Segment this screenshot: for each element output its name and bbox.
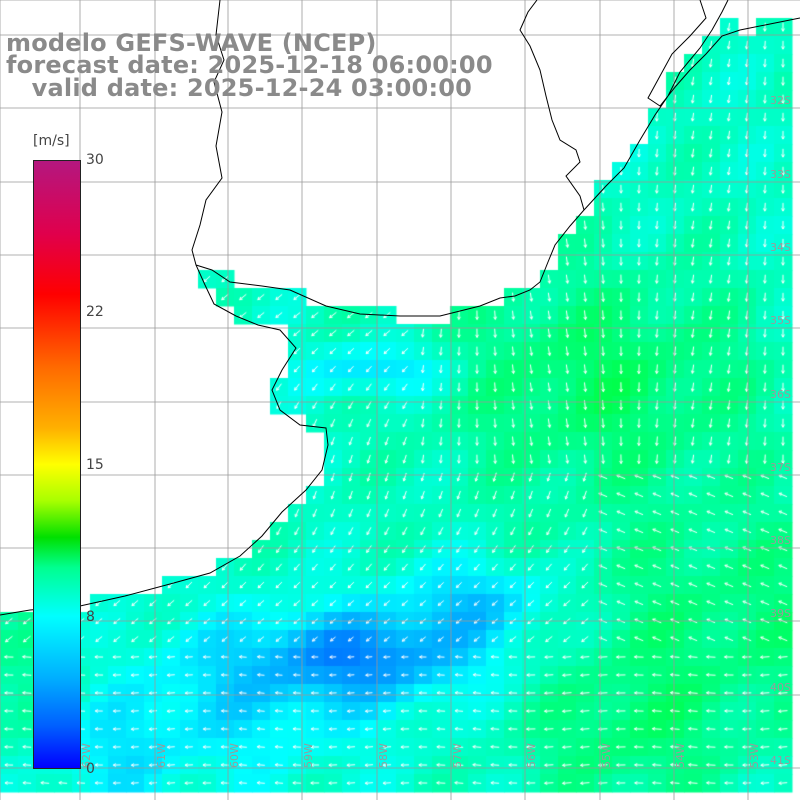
longitude-labels: 62W 61W 60W 59W 58W 57W 56W 55W 54W 53W [80,743,761,768]
latitude-label: 38S [770,534,791,547]
latitude-label: 34S [770,241,791,254]
longitude-label: 58W [377,743,390,768]
latitude-label: 41S [770,754,791,767]
forecast-date: forecast date: 2025-12-18 06:00:00 [6,51,493,79]
colorbar-unit: [m/s] [33,133,70,149]
longitude-label: 54W [674,743,687,768]
longitude-label: 62W [80,743,93,768]
colorbar-tick-30: 30 [86,152,104,168]
valid-date: valid date: 2025-12-24 03:00:00 [6,74,473,102]
latitude-label: 37S [770,461,791,474]
longitude-label: 59W [302,743,315,768]
latitude-label: 32S [770,94,791,107]
colorbar-tick-15: 15 [86,457,104,473]
longitude-label: 60W [228,743,241,768]
colorbar [33,160,81,769]
longitude-label: 57W [451,743,464,768]
latitude-label: 33S [770,168,791,181]
longitude-label: 56W [525,743,538,768]
latitude-label: 36S [770,388,791,401]
longitude-label: 55W [600,743,613,768]
colorbar-tick-22: 22 [86,304,104,320]
model-title: modelo GEFS-WAVE (NCEP) [6,29,377,57]
colorbar-tick-0: 0 [86,761,95,777]
longitude-label: 53W [748,743,761,768]
latitude-labels: 32S 33S 34S 35S 36S 37S 38S 39S 40S 41S [770,94,791,767]
coastline [0,0,800,616]
latitude-label: 40S [770,681,791,694]
colorbar-tick-8: 8 [86,609,95,625]
longitude-label: 61W [155,743,168,768]
latitude-label: 39S [770,607,791,620]
latitude-label: 35S [770,314,791,327]
